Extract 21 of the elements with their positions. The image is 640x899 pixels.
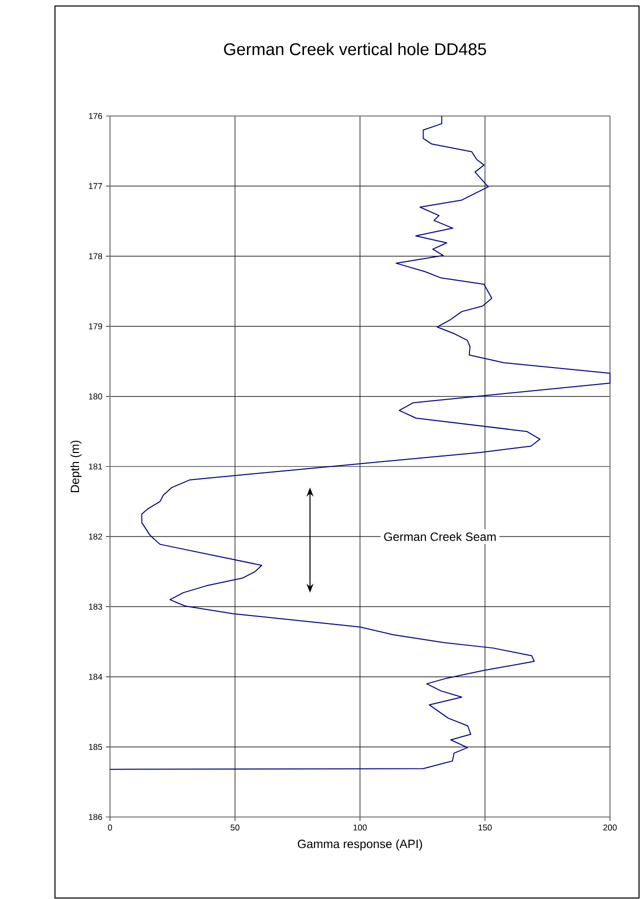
y-tick-label: 181 xyxy=(88,464,102,470)
chart-title: German Creek vertical hole DD485 xyxy=(224,42,486,56)
x-tick-label: 100 xyxy=(354,824,367,831)
x-tick-label: 0 xyxy=(108,824,112,831)
x-tick-label: 150 xyxy=(478,824,492,831)
y-tick-label: 186 xyxy=(88,814,102,820)
y-tick-label: 176 xyxy=(88,113,102,119)
x-axis-title: Gamma response (API) xyxy=(298,839,422,851)
y-tick-label: 183 xyxy=(88,604,102,610)
y-tick-label: 178 xyxy=(88,253,102,260)
x-tick-label: 50 xyxy=(230,824,240,831)
y-tick-label: 177 xyxy=(88,183,102,190)
line-series xyxy=(110,115,610,770)
y-tick-label: 184 xyxy=(88,674,102,680)
y-axis-title: Depth (m) xyxy=(70,440,82,492)
annotation: German Creek Seam xyxy=(384,532,496,541)
y-tick-label: 182 xyxy=(88,534,102,540)
y-tick-label: 179 xyxy=(88,323,102,330)
y-tick-label: 180 xyxy=(88,393,102,400)
y-tick-label: 185 xyxy=(88,744,102,750)
x-tick-label: 200 xyxy=(603,824,617,831)
